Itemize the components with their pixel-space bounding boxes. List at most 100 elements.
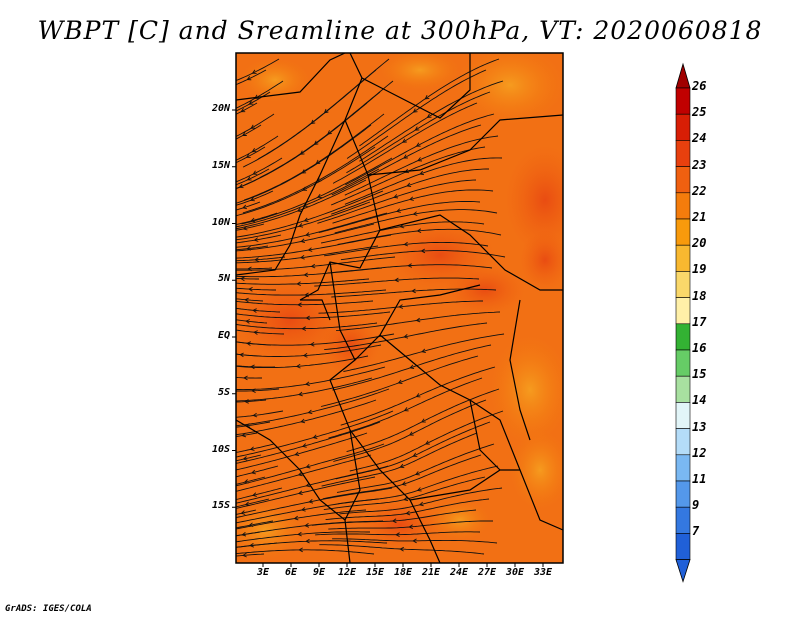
streamline (334, 209, 498, 234)
streamline-arrow (414, 471, 420, 476)
streamline (236, 113, 275, 137)
streamline-arrow (412, 108, 418, 113)
lon-label: 6E (284, 567, 298, 578)
colorbar-segment (675, 113, 691, 141)
streamline (236, 443, 275, 453)
axis-ticks (232, 109, 544, 567)
streamline (320, 355, 479, 407)
streamline-arrow (248, 522, 254, 528)
streamline-arrow (394, 277, 399, 283)
streamline-arrow (252, 412, 258, 418)
streamline-arrow (399, 463, 405, 469)
streamline-arrow (404, 168, 410, 174)
streamline-arrow (399, 546, 404, 552)
streamline-arrow (253, 330, 258, 335)
streamline (236, 190, 274, 206)
streamline (236, 307, 281, 313)
colorbar-segment (675, 506, 691, 534)
streamline-arrow (316, 193, 322, 199)
streamline-arrow (299, 255, 305, 260)
streamline-arrow (252, 308, 257, 313)
lon-label: 12E (337, 567, 357, 578)
colorbar-label: 11 (692, 472, 707, 486)
streamline-arrow (240, 510, 246, 515)
streamline-arrow (254, 94, 259, 99)
streamline (592, 146, 595, 148)
streamline (236, 476, 376, 509)
streamline-arrow (242, 552, 247, 558)
streamline-arrow (420, 418, 426, 423)
streamline-arrow (408, 431, 414, 436)
colorbar-label: 19 (692, 262, 707, 277)
streamline (236, 553, 265, 557)
lon-label: 15E (365, 567, 385, 578)
streamline-arrow (305, 538, 310, 544)
streamline-arrow (310, 263, 316, 269)
streamline (236, 531, 261, 537)
streamline-arrow (238, 183, 244, 189)
streamline-arrow (248, 286, 253, 292)
streamline (583, 510, 586, 511)
streamline (331, 124, 482, 196)
lon-label: 30E (505, 567, 525, 578)
streamline-arrow (294, 451, 300, 457)
streamline (236, 353, 259, 357)
streamlines (236, 58, 612, 558)
streamline-arrow (243, 479, 249, 484)
colorbar-segment (675, 166, 691, 194)
streamline-arrow (312, 434, 318, 439)
streamline-arrow (401, 481, 407, 486)
streamline-arrow (296, 281, 301, 287)
colorbar-label: 22 (692, 183, 707, 198)
streamline-arrow (310, 119, 316, 125)
streamline (236, 421, 271, 428)
map-frame (235, 52, 564, 564)
streamline-arrow (409, 364, 415, 369)
streamline (346, 388, 500, 453)
streamline-arrow (246, 341, 251, 346)
lat-label: 15N (211, 159, 230, 171)
streamline (236, 487, 393, 519)
streamline (242, 135, 389, 214)
streamline (344, 157, 503, 205)
streamline (333, 399, 487, 462)
streamline (595, 245, 598, 246)
streamline (340, 366, 496, 426)
streamline-arrow (251, 388, 256, 394)
streamline (609, 488, 612, 489)
colorbar-segment (675, 192, 691, 220)
figure-title: WBPT [C] and Sreamline at 300hPa, VT: 20… (37, 16, 763, 45)
streamline (236, 410, 394, 458)
streamline (236, 124, 372, 204)
streamline-arrow (250, 124, 256, 129)
colorbar-label: 9 (692, 498, 700, 513)
colorbar-label: 16 (692, 341, 707, 355)
streamline (236, 146, 376, 217)
streamline (318, 300, 483, 314)
streamline-arrow (416, 228, 422, 234)
streamline (340, 250, 506, 261)
streamline (601, 113, 604, 114)
streamline-arrow (305, 482, 311, 488)
colorbar-segment (675, 375, 691, 403)
colorbar (675, 62, 691, 583)
streamline (236, 58, 280, 82)
streamline-arrow (424, 440, 430, 445)
colorbar-label: 24 (692, 131, 707, 146)
colorbar-label: 18 (692, 288, 707, 303)
streamline (236, 300, 374, 306)
colorbar-label: 14 (692, 393, 707, 408)
streamline-arrow (398, 304, 404, 309)
streamline-arrow (245, 153, 251, 158)
streamline-arrow (408, 524, 414, 530)
streamline-arrow (247, 266, 252, 272)
streamline (236, 432, 368, 471)
streamline-arrow (240, 276, 245, 282)
streamline (236, 168, 380, 228)
streamline-arrow (408, 196, 414, 201)
colorbar-segment (675, 323, 691, 351)
streamline (604, 542, 607, 543)
streamline (236, 509, 257, 515)
streamline (236, 432, 258, 437)
streamline (317, 179, 477, 224)
